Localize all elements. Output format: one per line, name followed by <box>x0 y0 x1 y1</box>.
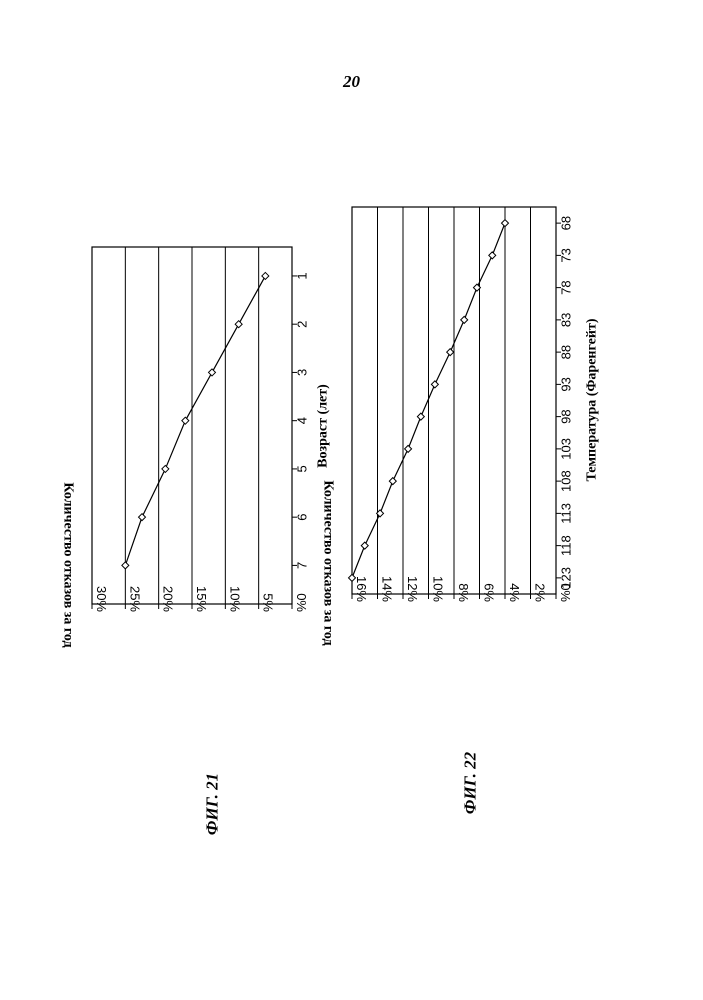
x-tick-label: 68 <box>559 216 574 230</box>
y-tick-label: 8% <box>456 583 471 602</box>
x-axis-title: Температура (Фаренгейт) <box>585 318 600 481</box>
y-tick-label: 14% <box>380 576 395 602</box>
x-tick-label: 113 <box>559 503 574 524</box>
y-tick-label: 6% <box>482 583 497 602</box>
x-tick-label: 118 <box>559 535 574 556</box>
y-axis-title: Количество отказов за год <box>321 480 336 645</box>
data-point <box>417 413 424 420</box>
figure-caption: ФИГ. 22 <box>461 751 480 814</box>
y-tick-label: 4% <box>507 583 522 602</box>
data-point <box>361 542 368 549</box>
data-point <box>502 220 509 227</box>
x-tick-label: 108 <box>559 470 574 492</box>
data-point <box>389 478 396 485</box>
x-tick-label: 73 <box>559 248 574 262</box>
data-point <box>431 381 438 388</box>
x-tick-label: 123 <box>559 567 574 589</box>
x-tick-label: 98 <box>559 409 574 423</box>
data-point <box>447 349 454 356</box>
y-tick-label: 2% <box>533 583 548 602</box>
y-tick-label: 12% <box>405 576 420 602</box>
x-tick-label: 103 <box>559 438 574 460</box>
y-tick-label: 10% <box>431 576 446 602</box>
data-point <box>405 445 412 452</box>
x-tick-label: 78 <box>559 280 574 294</box>
y-tick-label: 16% <box>354 576 369 602</box>
x-tick-label: 88 <box>559 345 574 359</box>
x-tick-label: 83 <box>559 313 574 327</box>
x-tick-label: 93 <box>559 377 574 391</box>
data-point <box>489 252 496 259</box>
data-point <box>461 316 468 323</box>
